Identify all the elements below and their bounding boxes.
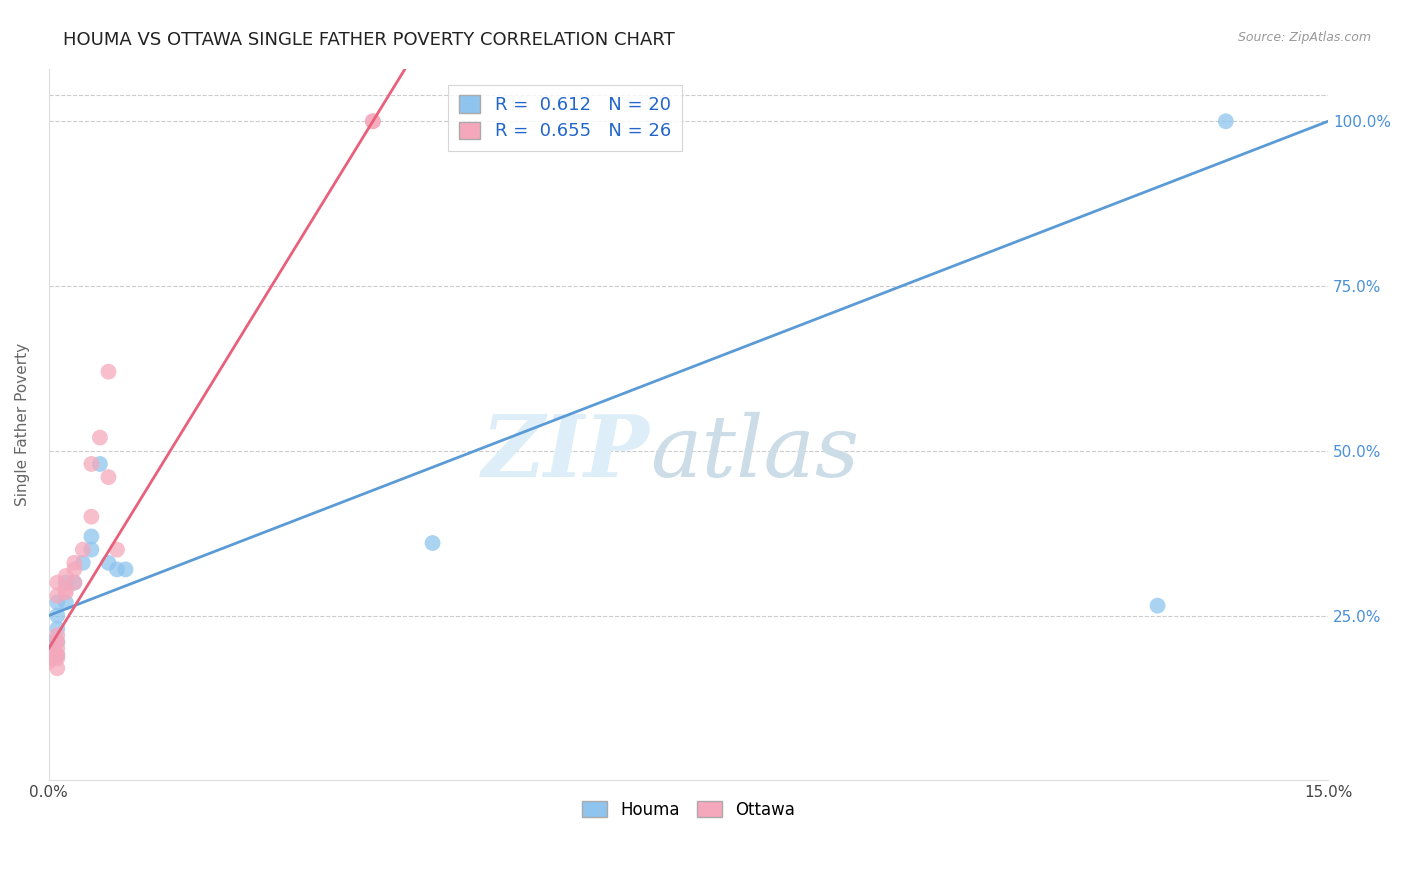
Point (55, 595, 77, 609)
Point (38, 648, 60, 662)
Point (55, 582, 77, 597)
Point (80, 457, 103, 471)
Y-axis label: Single Father Poverty: Single Father Poverty (15, 343, 30, 506)
Point (1146, 599, 1168, 613)
Point (63, 556, 86, 570)
Point (80, 529, 103, 543)
Point (63, 562, 86, 576)
Point (46, 608, 69, 623)
Point (1215, 114, 1237, 128)
Point (46, 622, 69, 636)
Point (105, 562, 128, 576)
Point (63, 575, 86, 590)
Point (46, 661, 69, 675)
Point (55, 575, 77, 590)
Text: HOUMA VS OTTAWA SINGLE FATHER POVERTY CORRELATION CHART: HOUMA VS OTTAWA SINGLE FATHER POVERTY CO… (63, 31, 675, 49)
Point (46, 595, 69, 609)
Point (89, 457, 111, 471)
Point (38, 651, 60, 665)
Point (46, 635, 69, 649)
Point (46, 641, 69, 656)
Point (55, 569, 77, 583)
Point (422, 536, 444, 550)
Point (46, 648, 69, 662)
Point (38, 635, 60, 649)
Point (72, 542, 94, 557)
Point (97, 365, 120, 379)
Point (46, 575, 69, 590)
Point (46, 648, 69, 662)
Point (46, 628, 69, 642)
Point (105, 542, 128, 557)
Point (46, 651, 69, 665)
Point (361, 114, 384, 128)
Text: atlas: atlas (650, 411, 859, 494)
Point (97, 470, 120, 484)
Point (38, 655, 60, 669)
Text: ZIP: ZIP (482, 411, 650, 495)
Point (97, 556, 120, 570)
Point (80, 509, 103, 524)
Point (38, 651, 60, 665)
Point (46, 635, 69, 649)
Point (55, 585, 77, 599)
Point (114, 562, 136, 576)
Point (89, 431, 111, 445)
Point (80, 542, 103, 557)
Legend: Houma, Ottawa: Houma, Ottawa (575, 794, 801, 825)
Point (72, 556, 94, 570)
Point (46, 589, 69, 603)
Point (361, 114, 384, 128)
Point (63, 575, 86, 590)
Text: Source: ZipAtlas.com: Source: ZipAtlas.com (1237, 31, 1371, 45)
